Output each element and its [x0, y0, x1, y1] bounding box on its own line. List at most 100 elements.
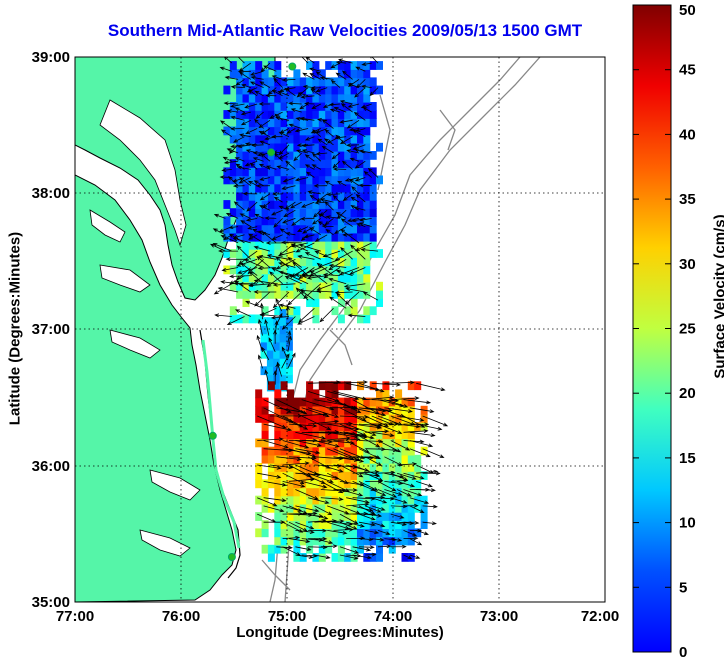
velocity-cell — [357, 151, 364, 160]
velocity-arrow — [339, 554, 359, 560]
velocity-cell — [331, 536, 339, 546]
velocity-cell — [388, 446, 396, 456]
velocity-cell — [331, 85, 339, 95]
velocity-cell — [285, 341, 293, 351]
velocity-cell — [312, 151, 320, 160]
velocity-cell — [376, 142, 383, 152]
velocity-cell — [287, 495, 294, 505]
velocity-cell — [306, 126, 314, 136]
velocity-cell — [407, 536, 415, 546]
velocity-arrow — [358, 505, 376, 515]
x-tick-label: 75:00 — [268, 608, 306, 625]
velocity-cell — [331, 405, 339, 415]
velocity-cell — [261, 265, 269, 275]
velocity-cell — [369, 249, 377, 258]
velocity-cell — [363, 208, 371, 217]
velocity-cell — [369, 102, 377, 111]
velocity-cell — [344, 512, 352, 521]
velocity-cell — [337, 175, 345, 185]
velocity-cell — [401, 528, 409, 538]
velocity-cell — [357, 257, 364, 267]
velocity-cell — [306, 175, 314, 185]
velocity-cell — [337, 314, 345, 324]
velocity-cell — [318, 85, 326, 95]
velocity-cell — [261, 77, 269, 87]
velocity-cell — [369, 528, 377, 538]
velocity-cell — [306, 495, 314, 505]
velocity-cell — [388, 422, 396, 431]
velocity-cell — [242, 224, 250, 234]
velocity-cell — [331, 446, 339, 456]
velocity-arrow — [315, 87, 328, 93]
velocity-cell — [312, 430, 320, 440]
velocity-cell — [344, 61, 352, 70]
velocity-cell — [229, 232, 237, 242]
velocity-cell — [274, 306, 282, 316]
velocity-arrow — [305, 171, 315, 178]
velocity-cell — [306, 454, 314, 464]
velocity-cell — [350, 191, 358, 201]
velocity-arrow — [244, 103, 258, 109]
velocity-arrow — [390, 521, 408, 526]
velocity-cell — [312, 110, 320, 119]
velocity-cell — [350, 397, 358, 407]
velocity-arrow — [346, 536, 366, 541]
velocity-cell — [274, 102, 282, 111]
velocity-cell — [287, 224, 294, 234]
velocity-cell — [312, 487, 320, 497]
velocity-cell — [357, 126, 364, 136]
velocity-arrow — [315, 128, 328, 134]
velocity-cell — [376, 536, 383, 546]
velocity-cell — [280, 224, 288, 234]
velocity-cell — [299, 167, 307, 177]
velocity-cell — [382, 454, 390, 464]
velocity-cell — [306, 528, 314, 538]
velocity-cell — [363, 273, 371, 283]
velocity-cell — [369, 167, 377, 177]
velocity-cell — [318, 503, 326, 513]
velocity-cell — [325, 405, 333, 415]
velocity-arrow — [244, 160, 258, 167]
velocity-cell — [325, 471, 333, 480]
velocity-cell — [350, 544, 358, 554]
velocity-cell — [255, 142, 263, 152]
velocity-cell — [248, 110, 256, 119]
velocity-cell — [293, 216, 301, 226]
x-tick-labels: 77:00 76:00 75:00 74:00 73:00 72:00 — [56, 608, 619, 625]
velocity-arrow — [249, 81, 264, 88]
velocity-cell — [388, 405, 396, 415]
velocity-cell — [357, 232, 364, 242]
velocity-cell — [236, 257, 244, 267]
velocity-cell — [287, 77, 294, 87]
velocity-cell — [299, 290, 307, 299]
velocity-cell — [337, 208, 345, 217]
velocity-arrow — [259, 205, 271, 211]
velocity-arrow — [259, 193, 271, 201]
velocity-arrow — [218, 249, 239, 253]
velocity-cell — [350, 528, 358, 538]
velocity-cell — [255, 69, 263, 79]
velocity-cell — [350, 446, 358, 456]
velocity-cell — [325, 61, 333, 70]
velocity-cell — [363, 479, 371, 489]
velocity-cell — [229, 61, 237, 70]
velocity-cell — [357, 183, 364, 193]
velocity-cell — [344, 422, 352, 431]
velocity-cell — [274, 389, 282, 399]
velocity-cell — [407, 512, 415, 521]
velocity-cell — [223, 85, 231, 95]
velocity-cell — [318, 159, 326, 168]
velocity-cell — [337, 273, 345, 283]
velocity-cell — [255, 102, 263, 111]
velocity-arrow — [310, 86, 321, 90]
velocity-cell — [388, 471, 396, 480]
velocity-arrow — [365, 505, 382, 513]
velocity-cell — [337, 512, 345, 521]
velocity-cell — [299, 102, 307, 111]
velocity-arrow — [371, 497, 388, 504]
y-tick-label: 38:00 — [32, 185, 70, 202]
velocity-arrow — [224, 75, 239, 80]
velocity-arrow — [214, 313, 232, 318]
velocity-arrow — [301, 201, 315, 208]
velocity-cell — [280, 471, 288, 480]
